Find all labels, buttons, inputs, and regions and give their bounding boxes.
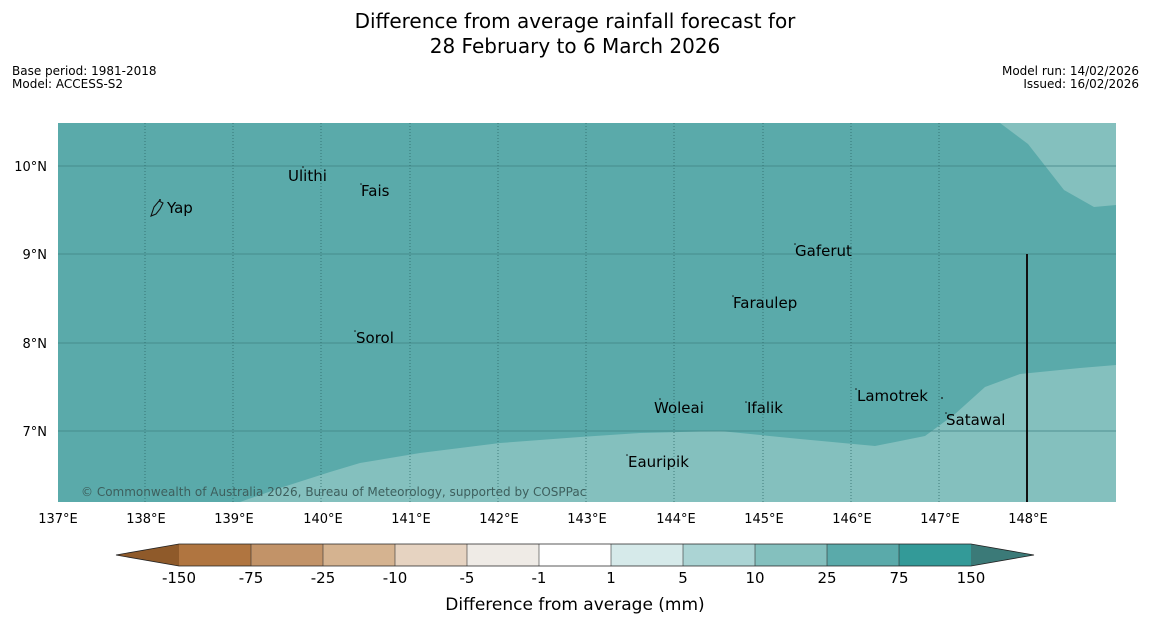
rainfall-region-lighter-south <box>240 365 1116 502</box>
place-label-ulithi: Ulithi <box>288 167 327 185</box>
sorol-marker <box>354 330 356 332</box>
ifalik-marker <box>745 401 747 403</box>
colorbar-tick-labels: -150 -75 -25 -10 -5 -1 1 5 10 25 75 150 <box>162 569 985 587</box>
fais-marker <box>360 183 362 185</box>
lon-label: 145°E <box>744 512 784 527</box>
place-label-lamotrek: Lamotrek <box>857 387 928 405</box>
colorbar-tick: 10 <box>745 569 764 587</box>
colorbar-dividers <box>250 544 900 566</box>
yap-island-outline <box>150 200 164 217</box>
lon-label: 143°E <box>567 512 607 527</box>
map-title-line2: 28 February to 6 March 2026 <box>429 34 721 58</box>
lon-label: 148°E <box>1008 512 1048 527</box>
colorbar-segment <box>683 544 755 566</box>
colorbar-extend-low <box>116 544 179 566</box>
lon-axis-labels: 137°E 138°E 139°E 140°E 141°E 142°E 143°… <box>38 512 1048 527</box>
colorbar-segment <box>899 544 971 566</box>
colorbar-tick: 150 <box>957 569 986 587</box>
yap-marker <box>159 199 161 201</box>
place-label-faraulep: Faraulep <box>733 294 797 312</box>
colorbar-tick: 5 <box>678 569 688 587</box>
lon-label: 138°E <box>126 512 166 527</box>
place-label-fais: Fais <box>361 182 390 200</box>
colorbar-segment <box>323 544 395 566</box>
place-label-yap: Yap <box>166 199 193 217</box>
model-run-label: Model run: 14/02/2026 <box>1001 64 1139 78</box>
lat-label: 7°N <box>23 425 48 440</box>
colorbar-segment <box>395 544 467 566</box>
lamotrek-marker <box>855 388 857 390</box>
colorbar: -150 -75 -25 -10 -5 -1 1 5 10 25 75 150 … <box>115 543 1035 615</box>
place-label-sorol: Sorol <box>356 329 394 347</box>
lon-label: 144°E <box>656 512 696 527</box>
lon-label: 139°E <box>214 512 254 527</box>
lat-label: 9°N <box>23 248 48 263</box>
satawal-marker <box>945 412 947 414</box>
colorbar-label: Difference from average (mm) <box>445 595 704 615</box>
island-markers <box>159 166 947 456</box>
colorbar-tick: 75 <box>889 569 908 587</box>
colorbar-tick: -75 <box>239 569 264 587</box>
place-label-woleai: Woleai <box>654 399 704 417</box>
lat-gridlines <box>58 165 1116 432</box>
colorbar-tick: -1 <box>532 569 547 587</box>
eauripik-marker <box>626 454 628 456</box>
colorbar-segment <box>755 544 827 566</box>
lon-label: 147°E <box>920 512 960 527</box>
faraulep-marker <box>732 295 734 297</box>
lat-label: 10°N <box>14 160 47 175</box>
lon-gridlines <box>144 123 940 502</box>
place-labels: Yap Ulithi Fais Gaferut Faraulep Sorol W… <box>166 167 1005 471</box>
rainfall-region-lighter-northeast <box>1000 123 1116 207</box>
lat-axis-labels: 10°N 9°N 8°N 7°N <box>14 160 47 440</box>
issued-label: Issued: 16/02/2026 <box>1023 77 1139 91</box>
lamotrek-east-marker <box>941 397 943 399</box>
colorbar-tick: -25 <box>311 569 336 587</box>
colorbar-tick: -150 <box>162 569 196 587</box>
place-label-satawal: Satawal <box>946 411 1005 429</box>
lat-label: 8°N <box>23 337 48 352</box>
lon-label: 137°E <box>38 512 78 527</box>
lon-label: 140°E <box>303 512 343 527</box>
lon-label: 141°E <box>391 512 431 527</box>
colorbar-segment <box>467 544 539 566</box>
colorbar-tick: -10 <box>383 569 408 587</box>
place-label-gaferut: Gaferut <box>795 242 852 260</box>
colorbar-segment <box>179 544 251 566</box>
colorbar-segment <box>827 544 899 566</box>
place-label-ifalik: Ifalik <box>747 399 783 417</box>
map-title-line1: Difference from average rainfall forecas… <box>354 9 796 33</box>
colorbar-segment <box>539 544 611 566</box>
colorbar-extend-high <box>971 544 1034 566</box>
ulithi-marker <box>302 166 304 168</box>
place-label-eauripik: Eauripik <box>628 453 689 471</box>
colorbar-tick: 25 <box>817 569 836 587</box>
colorbar-outline <box>115 543 1035 567</box>
lon-label: 142°E <box>479 512 519 527</box>
woleai-marker <box>659 398 661 400</box>
colorbar-segment <box>251 544 323 566</box>
colorbar-tick: -5 <box>460 569 475 587</box>
copyright-notice: © Commonwealth of Australia 2026, Bureau… <box>81 485 586 499</box>
gaferut-marker <box>794 243 796 245</box>
base-period-label: Base period: 1981-2018 <box>12 64 157 78</box>
lon-label: 146°E <box>832 512 872 527</box>
model-label: Model: ACCESS-S2 <box>12 77 124 91</box>
colorbar-tick: 1 <box>606 569 616 587</box>
colorbar-segment <box>611 544 683 566</box>
